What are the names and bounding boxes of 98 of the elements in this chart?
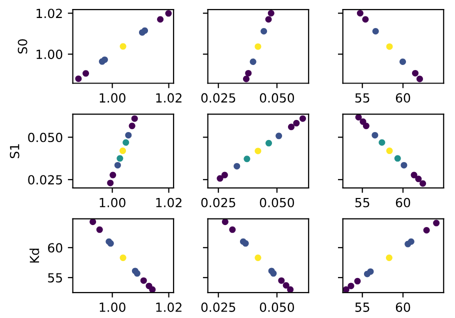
point xyxy=(229,226,236,233)
point xyxy=(149,286,156,293)
point xyxy=(110,172,116,178)
x-tick-label: 60 xyxy=(396,93,410,103)
y-axis-title: S1 xyxy=(10,144,20,158)
x-tick-label: 55 xyxy=(355,93,370,103)
point xyxy=(254,43,262,50)
point xyxy=(125,132,132,138)
x-tick-label: 0.050 xyxy=(260,93,294,103)
point xyxy=(142,27,148,34)
point xyxy=(268,10,274,16)
point xyxy=(400,162,408,168)
point xyxy=(372,132,378,138)
x-tick-label: 1.00 xyxy=(100,302,126,312)
point xyxy=(408,238,414,245)
point xyxy=(372,28,379,34)
x-tick-label: 1.02 xyxy=(156,93,182,103)
point xyxy=(134,270,140,277)
point xyxy=(348,282,354,290)
point xyxy=(120,43,126,50)
point xyxy=(356,10,364,16)
point xyxy=(75,75,82,82)
point xyxy=(362,122,370,130)
point xyxy=(90,218,96,226)
point xyxy=(386,43,393,50)
point xyxy=(282,282,290,289)
x-tick-label: 55 xyxy=(355,302,370,312)
point xyxy=(354,278,361,284)
point xyxy=(254,254,262,262)
x-tick-label: 1.00 xyxy=(100,198,126,208)
x-tick-label: 1.02 xyxy=(156,198,182,208)
point xyxy=(242,240,249,247)
point xyxy=(244,156,250,162)
point xyxy=(386,254,392,262)
point xyxy=(120,148,126,154)
point xyxy=(416,76,423,82)
x-tick-label: 0.050 xyxy=(260,302,294,312)
point xyxy=(234,162,240,170)
point xyxy=(288,124,295,130)
point xyxy=(116,155,124,162)
x-tick-label: 55 xyxy=(355,198,370,208)
point xyxy=(101,56,108,63)
y-tick-label: 1.02 xyxy=(36,8,62,18)
point xyxy=(412,70,419,76)
point xyxy=(107,180,114,186)
point xyxy=(278,277,285,284)
point xyxy=(362,16,369,23)
point xyxy=(355,114,362,121)
point xyxy=(131,115,138,122)
point xyxy=(399,58,406,66)
point xyxy=(157,16,164,23)
y-tick-label: 1.00 xyxy=(36,50,62,60)
x-tick-label: 0.025 xyxy=(201,198,236,208)
point xyxy=(266,140,272,146)
point xyxy=(276,132,282,140)
point xyxy=(216,175,224,182)
x-tick-label: 0.025 xyxy=(201,302,236,312)
point xyxy=(287,286,294,293)
point xyxy=(96,226,103,233)
point xyxy=(114,162,121,168)
point xyxy=(423,226,430,234)
point xyxy=(222,218,228,226)
point xyxy=(386,148,393,154)
point xyxy=(254,148,262,154)
point xyxy=(245,70,252,76)
y-tick-label: 60 xyxy=(48,243,62,253)
point xyxy=(415,176,422,182)
x-tick-label: 60 xyxy=(396,302,410,312)
y-tick-label: 0.050 xyxy=(28,132,62,142)
x-tick-label: 0.050 xyxy=(260,198,294,208)
point xyxy=(433,220,440,226)
point xyxy=(394,155,401,162)
y-axis-title: S0 xyxy=(18,39,28,54)
point xyxy=(410,172,418,178)
x-tick-label: 1.00 xyxy=(100,93,126,103)
point xyxy=(367,268,374,275)
point xyxy=(378,139,386,146)
x-tick-label: 1.02 xyxy=(156,302,182,312)
point xyxy=(243,76,250,82)
point xyxy=(299,115,306,122)
y-axis-title: Kd xyxy=(30,248,40,263)
point xyxy=(165,10,172,17)
point xyxy=(270,270,277,277)
y-tick-label: 0.025 xyxy=(28,175,62,185)
point xyxy=(293,120,300,126)
point xyxy=(260,28,268,34)
point xyxy=(221,172,228,178)
y-tick-label: 55 xyxy=(48,273,62,283)
point xyxy=(420,180,426,187)
point xyxy=(120,254,126,262)
point xyxy=(265,16,272,23)
x-tick-label: 0.025 xyxy=(201,93,236,103)
point xyxy=(128,122,136,130)
point xyxy=(82,70,90,77)
point xyxy=(250,58,256,66)
point xyxy=(122,139,130,146)
point xyxy=(140,277,147,284)
x-tick-label: 60 xyxy=(396,198,410,208)
